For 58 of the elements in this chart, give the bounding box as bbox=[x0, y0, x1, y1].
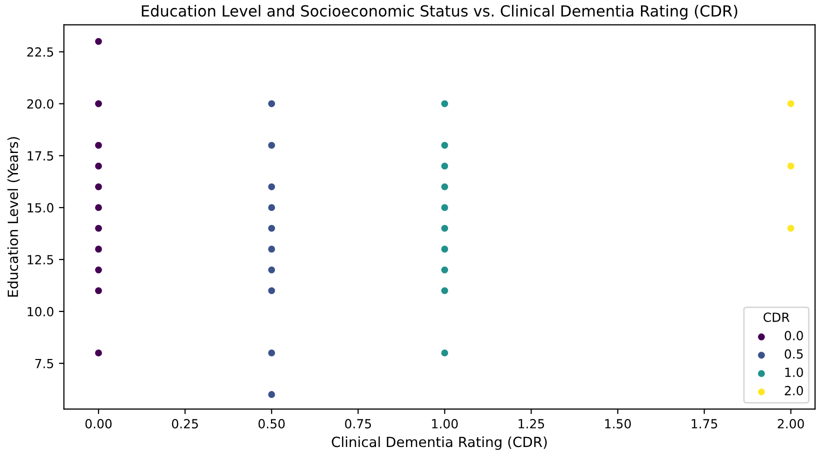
point bbox=[440, 224, 449, 233]
legend-title: CDR bbox=[764, 312, 790, 322]
chart-title: Education Level and Socioeconomic Status vs. Clinical Dementia Rating (CDR) bbox=[142, 4, 738, 20]
point bbox=[94, 141, 103, 150]
point bbox=[786, 100, 795, 108]
point bbox=[440, 244, 449, 254]
point bbox=[440, 100, 449, 108]
x-tick-label: 2.00 bbox=[778, 419, 804, 428]
x-axis-title: Clinical Dementia Rating (CDR) bbox=[332, 436, 547, 450]
point bbox=[94, 203, 103, 212]
legend-label: 0.0 bbox=[784, 330, 803, 340]
point bbox=[440, 348, 449, 358]
y-tick-label: 15.0 bbox=[28, 203, 54, 213]
point bbox=[94, 162, 103, 170]
point bbox=[440, 266, 449, 274]
x-tick-label: 1.75 bbox=[692, 419, 718, 428]
y-tick-label: 20.0 bbox=[27, 99, 54, 109]
y-tick-label: 17.5 bbox=[28, 151, 54, 161]
point bbox=[267, 224, 276, 233]
y-tick-label: 12.5 bbox=[28, 254, 54, 264]
y-tick-label: 10.0 bbox=[28, 306, 54, 316]
point bbox=[94, 348, 103, 358]
point bbox=[94, 182, 103, 191]
point bbox=[267, 182, 276, 191]
y-tick-label: 7.5 bbox=[35, 359, 54, 368]
point bbox=[94, 224, 103, 233]
legend-label: 0.5 bbox=[784, 349, 803, 359]
x-tick-label: 0.50 bbox=[258, 419, 285, 428]
x-tick-label: 0.00 bbox=[85, 419, 112, 428]
point bbox=[94, 244, 103, 254]
point bbox=[440, 286, 449, 295]
point bbox=[94, 100, 103, 108]
x-tick-label: 1.50 bbox=[605, 419, 631, 428]
point bbox=[786, 224, 795, 233]
point bbox=[786, 162, 795, 170]
point bbox=[267, 203, 276, 212]
point bbox=[440, 141, 449, 150]
point bbox=[440, 162, 449, 170]
point bbox=[440, 203, 449, 212]
point bbox=[440, 182, 449, 191]
point bbox=[267, 100, 276, 108]
x-tick-label: 0.75 bbox=[345, 419, 371, 428]
point bbox=[267, 141, 276, 150]
x-tick-label: 1.25 bbox=[518, 419, 544, 428]
point bbox=[267, 266, 276, 274]
y-tick-label: 22.5 bbox=[27, 47, 54, 57]
point bbox=[267, 348, 276, 358]
x-tick-label: 0.25 bbox=[172, 419, 198, 428]
legend-label: 2.0 bbox=[784, 386, 803, 396]
y-axis-title: Education Level (Years) bbox=[7, 137, 20, 297]
point bbox=[267, 244, 276, 254]
point bbox=[94, 37, 103, 46]
point bbox=[94, 266, 103, 274]
legend-label: 1.0 bbox=[785, 368, 803, 378]
point bbox=[267, 286, 276, 295]
x-tick-label: 1.00 bbox=[432, 419, 458, 428]
point bbox=[94, 286, 103, 295]
point bbox=[267, 390, 276, 399]
